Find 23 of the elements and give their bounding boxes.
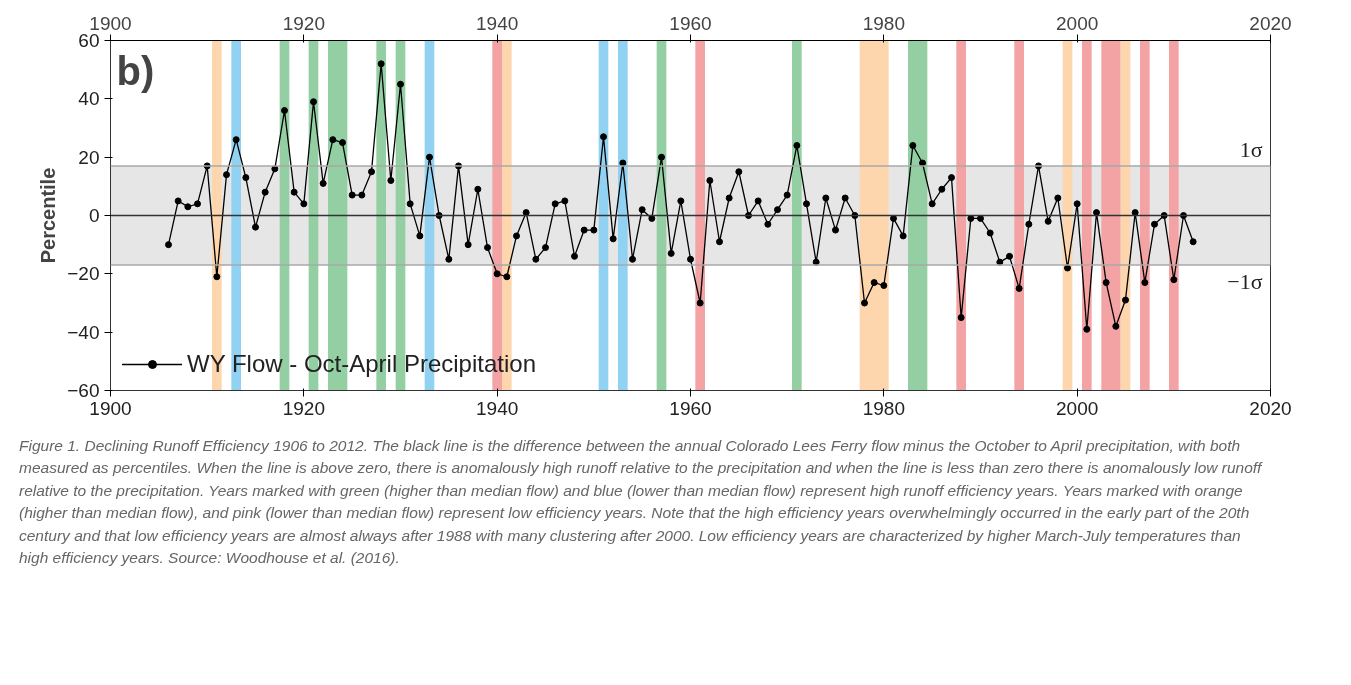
ref-line-label: 1σ bbox=[1239, 136, 1263, 162]
x-tick-label: 1960 bbox=[669, 12, 712, 34]
x2-tick-label: 1940 bbox=[476, 397, 519, 419]
x2-tick-label: 1960 bbox=[669, 397, 712, 419]
y-tick-label: 20 bbox=[78, 146, 100, 168]
x-tick-label: 2000 bbox=[1056, 12, 1099, 34]
caption: Figure 1. Declining Runoff Efficiency 1906 to 2012. The black line is the difference between the annual Colorado Lees Ferry flow minus the October to April precipitation, with both measured as percentiles. When the line is above zero, there is anomalously high runoff relative to the precipitation and when the line is less than zero there is anomalously low runoff relative to the precipitation. Years marked with green (higher than median flow) and blue (lower than median flow) represent high runoff efficiency years. Years marked with orange (higher than median flow), and pink (lower than median flow) represent low efficiency years. Note that the high efficiency years overwhelmingly occurred in the early part of the 20th century and that low efficiency years are almost always after 1988 with many clustering after 2000. Low efficiency years are characterized by higher March-July temperatures than high efficiency years. Source: Woodhouse et al. (2016). bbox=[19, 436, 1264, 569]
x-tick-label: 2020 bbox=[1249, 12, 1292, 34]
x-tick-label: 1920 bbox=[282, 12, 325, 34]
ref-line-label: −1σ bbox=[1227, 269, 1263, 295]
legend-label: WY Flow - Oct-April Precipitation bbox=[187, 350, 536, 378]
y-tick-label: −40 bbox=[67, 321, 100, 343]
y-tick-label: 0 bbox=[88, 205, 100, 226]
y-tick-label: 40 bbox=[78, 88, 100, 110]
y-axis-title: Percentile bbox=[37, 167, 60, 264]
x2-tick-label: 1920 bbox=[282, 397, 325, 419]
annotation: b) bbox=[116, 48, 155, 93]
x2-tick-label: 2020 bbox=[1249, 397, 1292, 419]
x-tick-label: 1980 bbox=[862, 12, 905, 34]
x-tick-label: 1940 bbox=[476, 12, 519, 34]
x2-tick-label: 2000 bbox=[1056, 397, 1099, 419]
x2-tick-label: 1980 bbox=[862, 397, 905, 419]
y-tick-label: −20 bbox=[67, 263, 100, 285]
